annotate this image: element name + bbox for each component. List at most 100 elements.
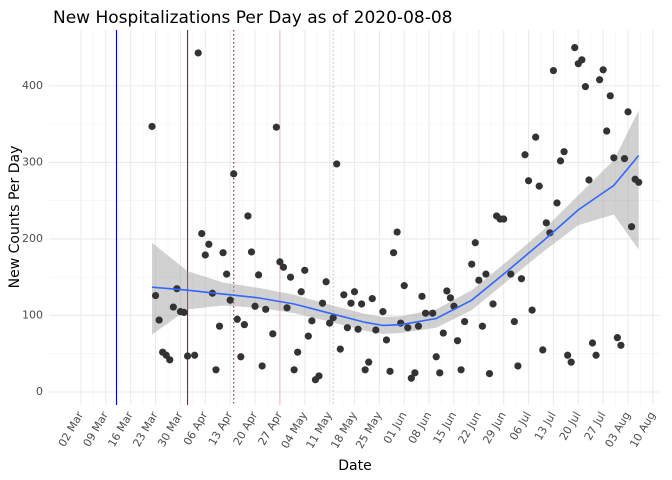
data-point	[521, 151, 529, 159]
data-point	[254, 271, 263, 279]
data-point	[198, 229, 206, 238]
data-point	[535, 182, 543, 190]
data-point	[340, 291, 348, 299]
data-point	[326, 319, 334, 327]
data-point	[382, 336, 391, 344]
data-point	[468, 260, 476, 268]
data-point	[461, 317, 469, 326]
x-tick-label: 30 Mar	[155, 409, 186, 449]
data-point	[485, 370, 494, 378]
data-point	[567, 358, 575, 366]
data-point	[269, 330, 277, 338]
data-point	[290, 366, 298, 374]
data-point	[500, 215, 508, 223]
data-point	[201, 251, 209, 259]
data-point	[304, 332, 312, 340]
data-point	[446, 294, 455, 302]
data-point	[482, 270, 490, 278]
data-point	[443, 287, 451, 295]
data-point	[294, 348, 302, 356]
data-point	[205, 240, 213, 248]
data-point	[180, 308, 188, 316]
data-point	[524, 177, 533, 185]
data-point	[514, 362, 522, 370]
x-tick-label: 22 Jun	[455, 409, 484, 446]
data-point	[336, 345, 344, 353]
y-tick-label: 400	[22, 79, 43, 92]
data-point	[542, 219, 550, 227]
data-point	[212, 366, 220, 374]
data-point	[457, 366, 465, 374]
chart-title: New Hospitalizations Per Day as of 2020-…	[53, 8, 452, 28]
data-point	[571, 44, 579, 52]
data-point	[183, 352, 192, 360]
data-point	[471, 239, 479, 247]
data-point	[251, 302, 259, 310]
data-point	[603, 127, 611, 135]
data-point	[620, 154, 629, 163]
data-point	[372, 326, 380, 334]
data-point	[301, 266, 309, 274]
x-tick-label: 13 Jul	[532, 410, 559, 443]
data-point	[436, 369, 444, 377]
data-point	[333, 160, 341, 168]
x-tick-label: 29 Jun	[480, 409, 509, 446]
data-point	[599, 66, 607, 74]
data-point	[368, 295, 376, 303]
data-point	[329, 314, 337, 322]
data-point	[279, 263, 288, 271]
data-point	[528, 306, 536, 314]
data-point	[553, 199, 561, 207]
data-point	[276, 258, 284, 266]
data-point	[215, 322, 224, 330]
data-point	[606, 92, 614, 100]
data-point	[272, 123, 280, 131]
data-point	[517, 275, 526, 283]
x-tick-label: 01 Jun	[381, 409, 410, 446]
data-point	[365, 358, 373, 366]
y-tick-label: 300	[22, 155, 43, 168]
x-tick-label: 08 Jun	[406, 409, 435, 446]
data-point	[237, 353, 245, 361]
x-tick-label: 27 Jul	[582, 410, 609, 443]
y-tick-label: 100	[22, 308, 43, 321]
y-axis-title: New Counts Per Day	[7, 146, 23, 289]
data-point	[308, 317, 316, 325]
data-point	[354, 325, 362, 333]
data-point	[386, 367, 394, 375]
data-point	[397, 319, 405, 327]
data-point	[429, 309, 437, 317]
data-point	[233, 315, 241, 323]
data-point	[318, 299, 327, 307]
data-point	[556, 157, 565, 165]
y-tick-label: 200	[22, 232, 43, 245]
x-tick-label: 20 Jul	[557, 410, 584, 443]
data-point	[343, 324, 351, 332]
data-point	[453, 337, 462, 345]
data-point	[262, 305, 270, 313]
data-point	[610, 154, 618, 162]
data-point	[546, 229, 554, 237]
data-point	[617, 341, 625, 349]
data-point	[155, 316, 163, 324]
data-point	[592, 351, 600, 359]
data-point	[166, 356, 174, 364]
data-point	[286, 273, 295, 281]
data-point	[432, 353, 440, 361]
x-tick-label: 15 Jun	[431, 409, 460, 446]
data-point	[439, 329, 447, 337]
data-point	[585, 176, 593, 184]
data-point	[191, 351, 199, 359]
data-point	[560, 148, 568, 156]
data-point	[418, 292, 426, 300]
data-point	[322, 278, 330, 286]
data-point	[596, 76, 604, 84]
data-point	[358, 300, 366, 308]
data-point	[510, 317, 518, 326]
smooth-line	[151, 154, 640, 327]
data-point	[635, 178, 643, 186]
data-point	[350, 288, 359, 296]
data-point	[244, 212, 252, 220]
data-point	[627, 223, 636, 231]
